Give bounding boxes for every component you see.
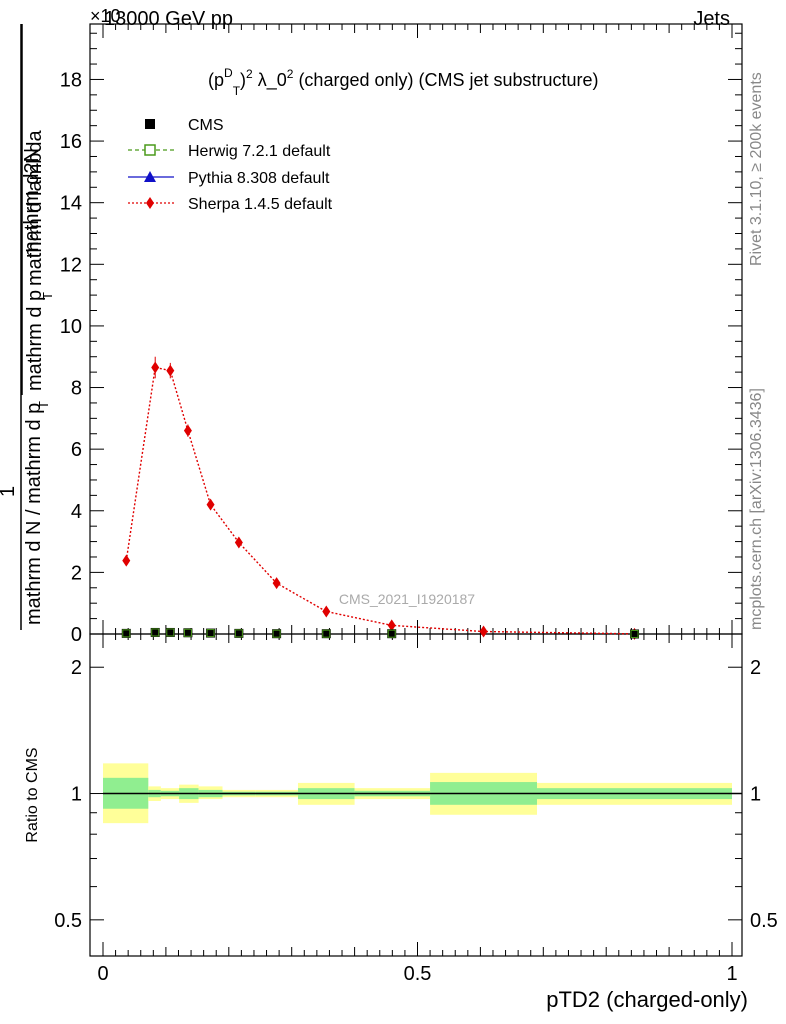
cms-data-point xyxy=(150,627,160,637)
y-label-inner-numerator: mathrm d2N xyxy=(21,148,43,258)
sherpa-data-point xyxy=(151,361,160,374)
y-label-numerator: 1 xyxy=(0,486,19,497)
main-y-tick-label: 12 xyxy=(60,254,82,276)
cms-data-point xyxy=(321,629,331,639)
ratio-y-tick-label: 0.5 xyxy=(54,910,82,932)
legend-label: Pythia 8.308 default xyxy=(188,170,330,187)
herwig-overlay-point xyxy=(122,629,131,638)
y-label-denominator-sub: T xyxy=(36,401,51,409)
title-sup: 2 xyxy=(287,67,294,81)
main-y-tick-label: 6 xyxy=(71,439,82,461)
herwig-overlay-point xyxy=(387,629,396,638)
y-label-inner-denominator-sub: T xyxy=(40,292,55,300)
cms-data-point xyxy=(206,628,216,638)
sherpa-data-point xyxy=(234,536,243,549)
ratio-y-tick-label: 1 xyxy=(71,784,82,806)
main-plot-frame xyxy=(89,23,743,635)
herwig-overlay-point xyxy=(151,628,160,637)
title-part: ) xyxy=(240,70,246,90)
sherpa-data-point xyxy=(183,424,192,437)
ratio-y-tick-label: 2 xyxy=(71,657,82,679)
title-sup: 2 xyxy=(246,67,253,81)
ratio-y-tick-label-right: 2 xyxy=(750,657,761,679)
ratio-y-tick-label-right: 0.5 xyxy=(750,910,778,932)
y-label-inner-denominator: mathrm d p xyxy=(24,290,46,391)
ratio-plot-frame xyxy=(89,633,743,957)
y-label-inner-denominator-rest: mathrm d lambda xyxy=(24,130,46,286)
ratio-x-tick-label: 0 xyxy=(97,963,108,985)
legend-label: Sherpa 1.4.5 default xyxy=(188,196,333,213)
title-part: (charged only) (CMS jet substructure) xyxy=(293,70,598,90)
main-y-tick-label: 0 xyxy=(71,624,82,646)
main-y-tick-label: 4 xyxy=(71,501,82,523)
herwig-overlay-point xyxy=(234,629,243,638)
cms-data-point xyxy=(183,628,193,638)
legend-sherpa-marker xyxy=(146,197,154,209)
ratio-y-tick-label-right: 1 xyxy=(750,784,761,806)
legend-cms-marker xyxy=(145,119,155,129)
herwig-overlay-point xyxy=(206,629,215,638)
sherpa-data-point xyxy=(122,554,131,567)
cms-data-point xyxy=(272,629,282,639)
cms-data-point xyxy=(234,628,244,638)
ratio-x-tick-label: 1 xyxy=(726,963,737,985)
main-y-tick-label: 8 xyxy=(71,378,82,400)
title-part: λ_0 xyxy=(253,70,287,91)
sherpa-data-point xyxy=(166,364,175,377)
title-sup: D xyxy=(224,66,233,80)
sherpa-data-point xyxy=(206,498,215,511)
plot-title: (pDT)2 λ_02 (charged only) (CMS jet subs… xyxy=(208,66,599,98)
x-axis-label: pTD2 (charged-only) xyxy=(546,987,748,1012)
legend-herwig-marker xyxy=(144,144,156,156)
main-y-tick-label: 10 xyxy=(60,316,82,338)
ratio-x-tick-label: 0.5 xyxy=(404,963,432,985)
herwig-overlay-point xyxy=(630,629,639,638)
herwig-overlay-point xyxy=(183,628,192,637)
cms-data-point xyxy=(121,628,131,638)
sherpa-data-point xyxy=(479,625,488,638)
cms-data-point xyxy=(630,629,640,639)
sherpa-data-point xyxy=(322,605,331,618)
main-y-tick-label: 2 xyxy=(71,562,82,584)
herwig-overlay-point xyxy=(166,628,175,637)
legend-label: CMS xyxy=(188,117,224,134)
cms-data-point xyxy=(165,627,175,637)
main-y-tick-label: 16 xyxy=(60,131,82,153)
main-y-tick-label: 14 xyxy=(60,193,82,215)
ratio-y-axis-label: Ratio to CMS xyxy=(24,747,41,842)
legend-pythia-marker xyxy=(144,171,156,182)
herwig-overlay-point xyxy=(322,629,331,638)
legend-label: Herwig 7.2.1 default xyxy=(188,143,331,160)
analysis-watermark: CMS_2021_I1920187 xyxy=(339,591,475,607)
main-y-tick-label: 18 xyxy=(60,69,82,91)
sherpa-data-point xyxy=(387,619,396,632)
sherpa-data-point xyxy=(272,577,281,590)
cms-data-point xyxy=(387,629,397,639)
title-sub: T xyxy=(233,84,241,98)
y-exponent-label: ×10 xyxy=(90,6,121,26)
y-label-denominator: mathrm d N / mathrm d p xyxy=(23,403,45,625)
title-part: (p xyxy=(208,70,224,90)
herwig-overlay-point xyxy=(272,629,281,638)
